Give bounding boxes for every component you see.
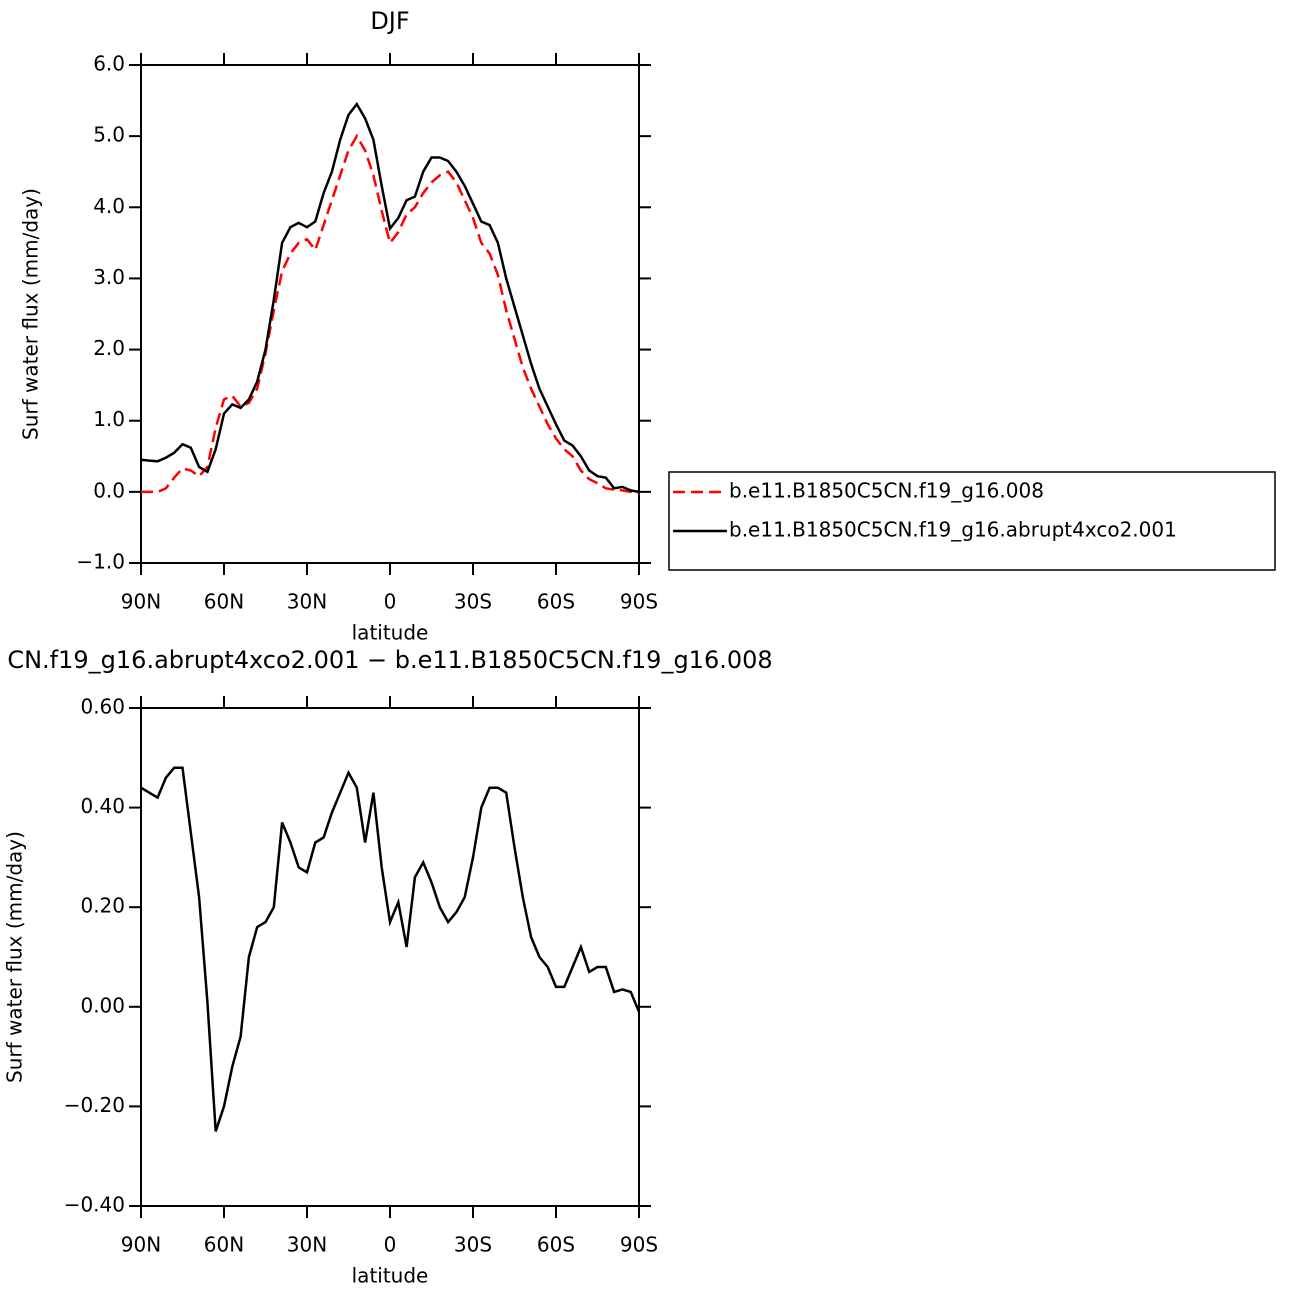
y-tick-label: 5.0 (93, 123, 125, 147)
data-line (140, 101, 640, 494)
x-tick-label: 30N (287, 1233, 327, 1257)
plot-frame (140, 64, 640, 564)
y-tick-label: 4.0 (93, 194, 125, 218)
data-line (140, 766, 641, 1132)
x-tick-label: 60S (537, 590, 575, 614)
x-tick-label: 30S (454, 1233, 492, 1257)
y-tick-label: 3.0 (93, 265, 125, 289)
x-tick-label: 60S (537, 1233, 575, 1257)
y-tick-label: 0.0 (93, 478, 125, 502)
y-tick-label: 6.0 (93, 52, 125, 76)
x-tick-label: 0 (384, 590, 397, 614)
y-tick-label: 2.0 (93, 336, 125, 360)
x-tick-label: 90N (121, 1233, 161, 1257)
y-tick-label: −0.20 (64, 1093, 125, 1117)
y-axis-label: Surf water flux (mm/day) (3, 831, 27, 1083)
x-tick-label: 30N (287, 590, 327, 614)
x-tick-label: 90S (620, 1233, 658, 1257)
data-line (141, 133, 640, 495)
legend-label: b.e11.B1850C5CN.f19_g16.008 (729, 479, 1044, 503)
chart-title: DJF (370, 7, 409, 35)
x-tick-label: 60N (204, 1233, 244, 1257)
y-tick-label: 0.40 (80, 794, 125, 818)
x-axis-label: latitude (352, 621, 429, 645)
x-tick-label: 60N (204, 590, 244, 614)
y-tick-label: 0.00 (80, 993, 125, 1017)
y-tick-label: 0.20 (80, 894, 125, 918)
x-tick-label: 90S (620, 590, 658, 614)
x-tick-label: 90N (121, 590, 161, 614)
legend-label: b.e11.B1850C5CN.f19_g16.abrupt4xco2.001 (729, 518, 1177, 542)
y-tick-label: −1.0 (76, 550, 125, 574)
x-tick-label: 30S (454, 590, 492, 614)
x-tick-label: 0 (384, 1233, 397, 1257)
plot-frame (140, 707, 640, 1207)
y-axis-label: Surf water flux (mm/day) (19, 188, 43, 440)
chart-title: CN.f19_g16.abrupt4xco2.001 − b.e11.B1850… (7, 646, 772, 674)
y-tick-label: −0.40 (64, 1193, 125, 1217)
y-tick-label: 0.60 (80, 695, 125, 719)
legend-box (668, 471, 1276, 571)
x-axis-label: latitude (352, 1264, 429, 1288)
y-tick-label: 1.0 (93, 407, 125, 431)
